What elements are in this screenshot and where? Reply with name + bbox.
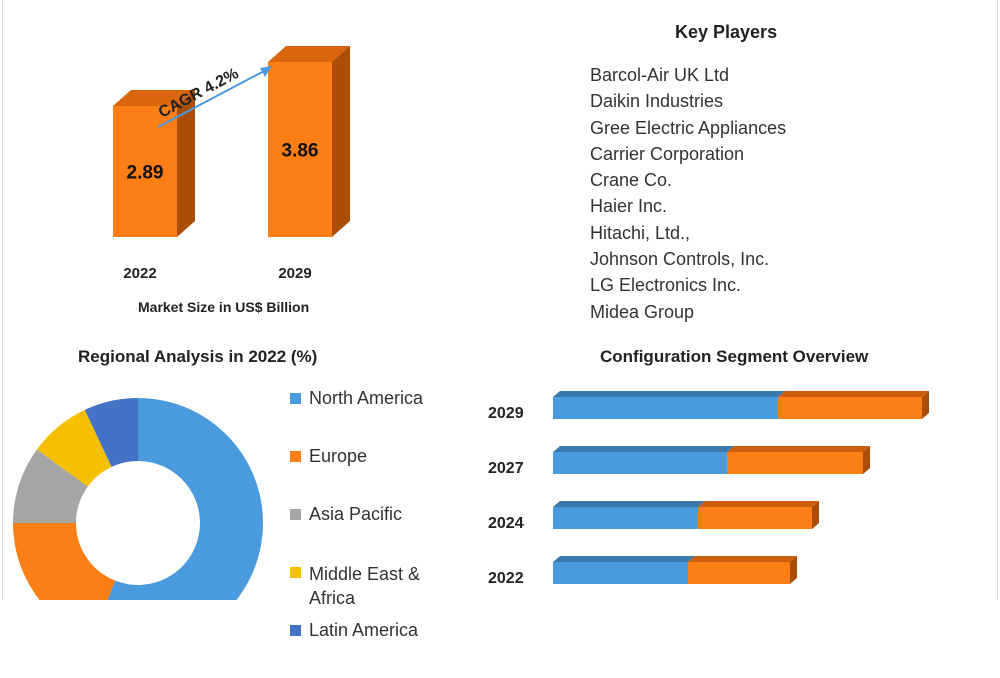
legend-label: Middle East & Africa (309, 564, 421, 608)
segment-bar-top (688, 556, 797, 562)
legend-item: Asia Pacific (290, 504, 439, 562)
x-tick-label: 2022 (123, 265, 156, 282)
key-player-item: Barcol-Air UK Ltd (590, 65, 730, 85)
key-player-item: Hitachi, Ltd., (590, 222, 691, 243)
key-players-list: Barcol-Air UK Ltd Daikin Industries Gree E… (590, 62, 786, 325)
cagr-arrowhead (260, 66, 272, 77)
segment-bar-side (812, 501, 819, 529)
segment-bar-2027-series-2 (727, 452, 863, 474)
key-player-item: Johnson Controls, Inc. (590, 249, 770, 270)
segment-bar-side (863, 446, 870, 474)
segment-bar-top (553, 556, 695, 562)
segment-bar-top (727, 446, 870, 452)
right-border (997, 0, 998, 600)
segment-bar-2029-series-1 (553, 397, 778, 419)
donut-slice-europe (13, 523, 116, 600)
donut-slice-latin-america (84, 398, 138, 467)
legend-swatch (290, 625, 301, 636)
key-player-item: Haier Inc. (590, 196, 668, 217)
donut-slice-north-america (107, 398, 263, 600)
bar-top (268, 46, 350, 62)
y-tick-label: 2022 (488, 570, 524, 587)
legend-swatch (290, 451, 301, 462)
bar-2029 (268, 62, 332, 237)
legend-item: North America (290, 388, 439, 446)
segment-bar-2022-series-1 (553, 562, 688, 584)
legend-item: Latin America (290, 620, 439, 678)
y-tick-label: 2024 (488, 515, 524, 532)
bar-2022 (113, 105, 177, 237)
cagr-arrow (157, 69, 267, 128)
legend-label: Europe (309, 446, 368, 466)
x-tick-label: 2029 (278, 265, 311, 282)
segment-bar-top (553, 446, 734, 452)
legend-item: Middle East & Africa (290, 562, 439, 620)
segment-bar-top (698, 501, 819, 507)
donut-slice-asia-pacific (13, 449, 88, 523)
bar-side (177, 89, 195, 237)
market-size-xlabel: Market Size in US$ Billion (138, 299, 310, 315)
segment-bar-top (553, 391, 785, 397)
segment-bar-2027-series-1 (553, 452, 727, 474)
key-player-item: LG Electronics Inc. (590, 275, 742, 296)
segment-bar-2024-series-1 (553, 507, 698, 529)
legend-swatch (290, 393, 301, 404)
key-player-item: Midea Group (590, 301, 695, 322)
segment-bar-2022-series-2 (688, 562, 790, 584)
bar-value-label: 3.86 (282, 141, 319, 162)
legend-swatch (290, 567, 301, 578)
segment-bar-side (790, 556, 797, 584)
key-player-item: Gree Electric Appliances (590, 117, 787, 138)
left-border (2, 0, 3, 600)
bar-side (332, 46, 350, 237)
segment-bar-top (553, 501, 705, 507)
legend-label: Latin America (309, 620, 419, 640)
y-tick-label: 2027 (488, 460, 524, 477)
segment-bar-2024-series-2 (698, 507, 812, 529)
segment-bar-top (778, 391, 929, 397)
key-players-title: Key Players (675, 22, 778, 42)
key-player-item: Daikin Industries (590, 91, 724, 112)
y-tick-label: 2029 (488, 405, 524, 422)
key-player-item: Crane Co. (590, 170, 673, 191)
regional-legend: North America Europe Asia Pacific Middle Ea… (290, 388, 439, 678)
segment-bar-2029-series-2 (778, 397, 922, 419)
regional-title: Regional Analysis in 2022 (%) (78, 347, 318, 366)
donut-slice-middle-east-africa (36, 409, 112, 487)
bar-top (113, 89, 195, 106)
key-player-item: Carrier Corporation (590, 143, 745, 164)
legend-label: North America (309, 388, 424, 408)
bar-value-label: 2.89 (127, 162, 164, 183)
legend-item: Europe (290, 446, 439, 504)
legend-swatch (290, 509, 301, 520)
segment-title: Configuration Segment Overview (600, 347, 869, 366)
segment-bar-side (922, 391, 929, 419)
legend-label: Asia Pacific (309, 504, 403, 524)
